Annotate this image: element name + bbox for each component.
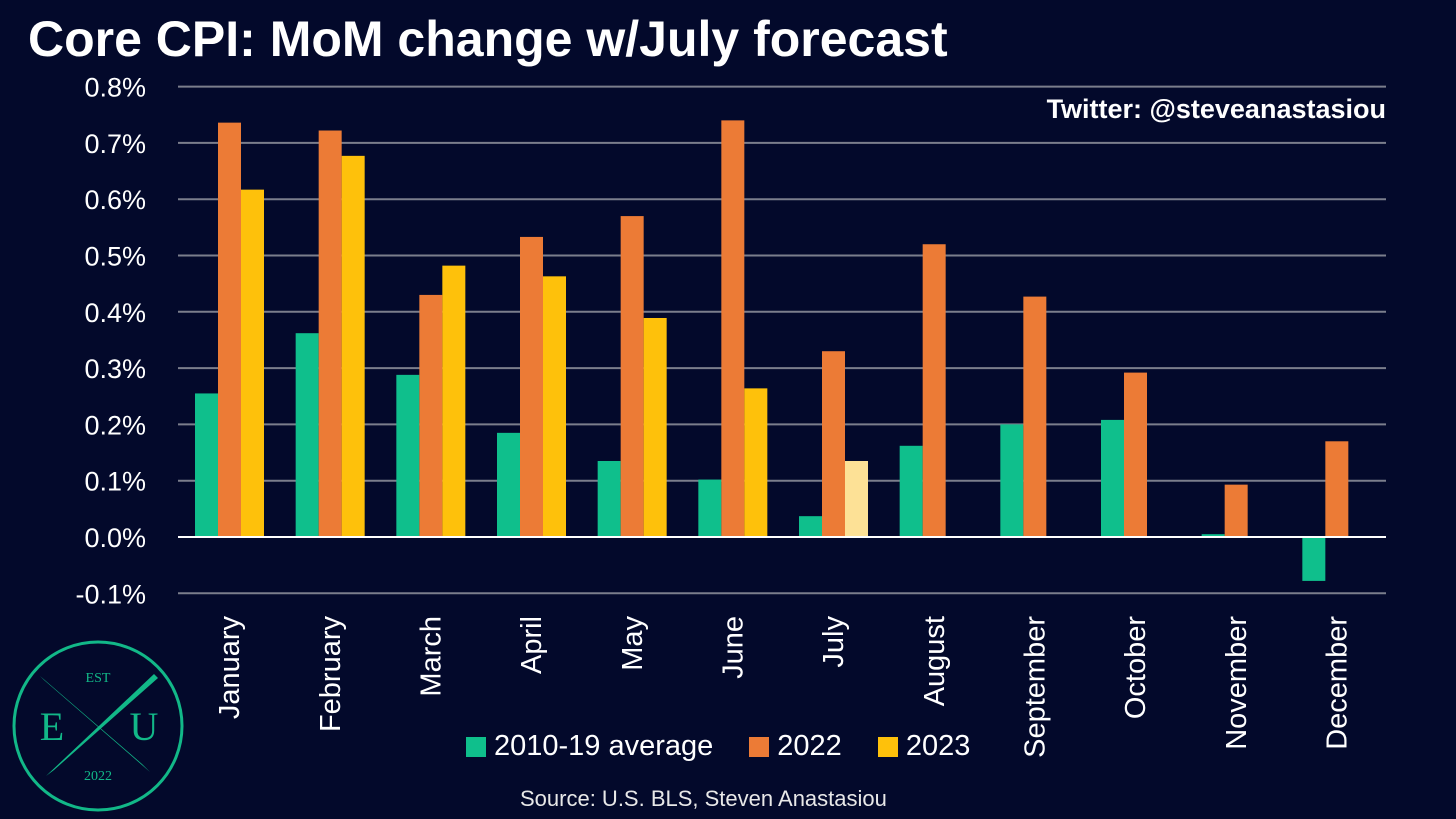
legend-label-avg: 2010-19 average <box>494 730 714 762</box>
bar-2023 <box>543 276 566 537</box>
bar-2010-19-average <box>597 460 621 537</box>
legend-label-2022: 2022 <box>777 730 842 762</box>
bar-2010-19-average <box>899 445 923 537</box>
bar-2010-19-average <box>295 333 319 537</box>
bar-2010-19-average <box>1000 424 1024 537</box>
legend-item-2023: 2023 <box>877 730 971 763</box>
bar-2022 <box>721 120 745 537</box>
bar-2010-19-average <box>1201 534 1225 537</box>
y-tick-label: 0.5% <box>84 242 146 272</box>
x-tick-label: April <box>516 616 548 674</box>
bar-2022 <box>419 294 443 537</box>
bar-2022 <box>922 244 946 538</box>
bar-2022 <box>822 351 845 537</box>
bar-2022 <box>1124 372 1147 537</box>
x-tick-label: June <box>717 616 749 679</box>
logo-left-letter: E <box>40 704 64 749</box>
bar-2022 <box>620 216 644 537</box>
bar-2010-19-average <box>195 393 218 537</box>
legend-label-2023: 2023 <box>905 730 971 762</box>
bar-2023 <box>643 317 667 537</box>
y-tick-label: -0.1% <box>75 579 146 609</box>
bar-2022 <box>1224 484 1248 537</box>
legend-item-avg: 2010-19 average <box>466 730 713 763</box>
y-tick-label: 0.8% <box>84 73 146 103</box>
bar-2010-19-average <box>396 374 420 537</box>
bar-2010-19-average <box>1101 419 1124 537</box>
x-tick-label: December <box>1321 616 1353 750</box>
y-tick-label: 0.4% <box>84 298 146 328</box>
bar-2010-19-average <box>1302 537 1326 581</box>
logo-swoosh-b <box>46 674 158 776</box>
x-tick-label: May <box>617 616 649 671</box>
bar-2023 <box>442 265 466 537</box>
x-tick-label: September <box>1019 616 1051 758</box>
x-tick-label: March <box>415 616 447 697</box>
x-tick-label: February <box>315 616 347 733</box>
bar-2022 <box>1023 296 1047 537</box>
logo-ring <box>12 640 184 812</box>
bar-2023 <box>744 388 768 537</box>
bar-2022 <box>318 130 342 537</box>
source-note: Source: U.S. BLS, Steven Anastasiou <box>520 786 887 811</box>
bar-2023 <box>241 189 264 537</box>
logo-bottom-text: 2022 <box>84 769 112 784</box>
legend-swatch-2022 <box>749 736 770 757</box>
y-tick-label: 0.3% <box>84 354 146 384</box>
exu-logo: EST E U 2022 <box>12 640 184 812</box>
legend-swatch-2023 <box>877 736 898 757</box>
chart-title: Core CPI: MoM change w/July forecast <box>28 11 948 67</box>
y-tick-label: 0.6% <box>84 185 146 215</box>
bar-2010-19-average <box>698 479 722 537</box>
legend: 2010-19 average 2022 2023 <box>466 730 970 763</box>
x-tick-label: January <box>214 616 246 720</box>
y-tick-label: 0.1% <box>84 467 146 497</box>
x-tick-label: July <box>818 616 850 668</box>
twitter-handle: Twitter: @steveanastasiou <box>1046 94 1386 124</box>
bar-2023 <box>845 460 868 537</box>
logo-right-letter: U <box>130 704 159 749</box>
y-tick-label: 0.2% <box>84 410 146 440</box>
x-tick-label: August <box>919 616 951 706</box>
bar-2022 <box>520 236 543 537</box>
logo-swoosh-a <box>40 676 150 772</box>
y-tick-label: 0.0% <box>84 523 146 553</box>
bar-2022 <box>218 122 241 537</box>
x-tick-label: November <box>1221 616 1253 750</box>
bar-2023 <box>341 155 365 537</box>
bar-2022 <box>1325 441 1349 537</box>
logo-top-text: EST <box>86 671 111 686</box>
legend-swatch-avg <box>466 736 486 757</box>
y-tick-label: 0.7% <box>84 129 146 159</box>
legend-item-2022: 2022 <box>749 730 842 763</box>
x-tick-label: October <box>1120 616 1152 719</box>
bar-2010-19-average <box>799 516 822 537</box>
bar-2010-19-average <box>497 432 520 537</box>
